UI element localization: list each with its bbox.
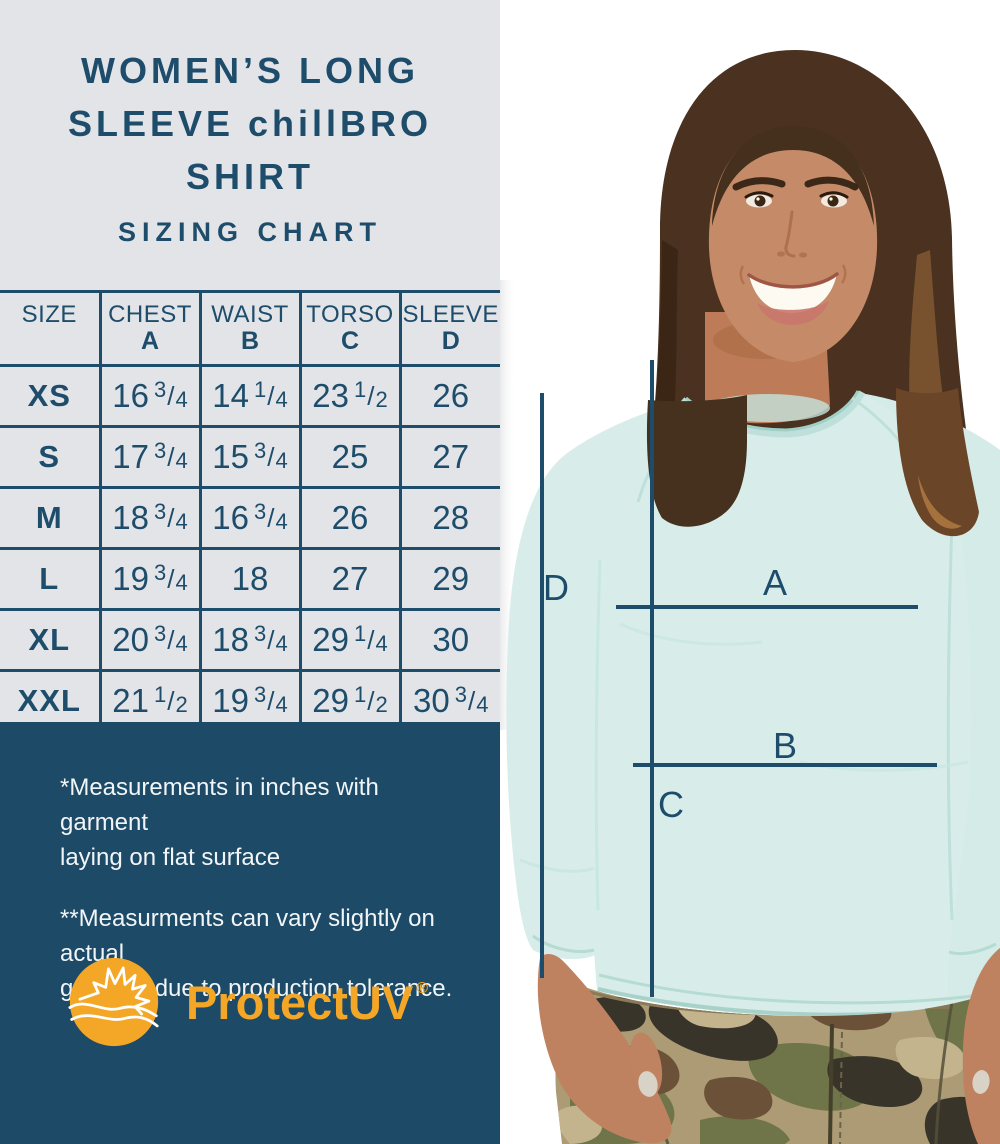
measurement-cell: 26 (398, 364, 502, 428)
size-row: M 18 3/4 16 3/4 26 28 (0, 486, 502, 550)
measurement-cell: 28 (398, 486, 502, 550)
info-panel: WOMEN’S LONG SLEEVE chillBRO SHIRT SIZING … (0, 0, 502, 1144)
column-header: WAIST B (198, 291, 302, 367)
measurement-cell: 27 (298, 547, 402, 611)
sleeve-measure-line (540, 393, 544, 978)
column-header: TORSO C (298, 291, 402, 367)
size-row: XS 16 3/4 14 1/4 23 1/2 26 (0, 364, 502, 428)
measurement-cell: 29 1/4 (298, 608, 402, 672)
waist-measure-label: B (772, 725, 797, 766)
protectuv-sun-icon (68, 957, 159, 1047)
chest-measure-line (616, 605, 918, 609)
measurement-note: *Measurements in inches with garment layi… (60, 722, 470, 875)
measurement-cell: 18 3/4 (198, 608, 302, 672)
brand-logo: ProtectUV ® (68, 956, 428, 1048)
measurement-cell: 30 (398, 608, 502, 672)
header-row: SIZE CHEST A WAIST B TORSO C SLEEVE D (0, 291, 502, 367)
nose (784, 210, 796, 258)
size-row: L 19 3/4 18 27 29 (0, 547, 502, 611)
hair-locks (646, 388, 979, 537)
text-line: laying on flat surface (60, 844, 281, 871)
measurement-cell: 29 (398, 547, 502, 611)
measurement-cell: 17 3/4 (98, 425, 202, 489)
title-block: WOMEN’S LONG SLEEVE chillBRO SHIRT SIZING … (0, 0, 500, 248)
text-line: WOMEN’S LONG (81, 50, 419, 91)
size-label-cell: XL (0, 608, 102, 672)
measurement-cell: 14 1/4 (198, 364, 302, 428)
text-line: SHIRT (186, 156, 314, 197)
face (705, 126, 878, 424)
sizing-table-body: XS 16 3/4 14 1/4 23 1/2 26 S 17 3/4 15 3/4 25 27 M 18 3/4… (0, 364, 502, 732)
hands (537, 948, 1000, 1144)
measurement-cell: 25 (298, 425, 402, 489)
left-hand (537, 954, 672, 1144)
size-row: S 17 3/4 15 3/4 25 27 (0, 425, 502, 489)
column-header: CHEST A (98, 291, 202, 367)
sizing-table-wrap: SIZE CHEST A WAIST B TORSO C SLEEVE D XS 16 3/4 14… (0, 290, 502, 732)
smile (749, 274, 837, 313)
chest-measure-label: A (762, 562, 787, 603)
size-label-cell: S (0, 425, 102, 489)
text-line: SLEEVE chillBRO (67, 103, 433, 144)
size-row: XL 20 3/4 18 3/4 29 1/4 30 (0, 608, 502, 672)
torso-measure-label: C (658, 784, 684, 825)
measurement-cell: 26 (298, 486, 402, 550)
column-header: SLEEVE D (398, 291, 502, 367)
right-hand (962, 948, 1000, 1144)
measurement-cell: 19 3/4 (98, 547, 202, 611)
measurement-cell: 18 3/4 (98, 486, 202, 550)
size-label-cell: M (0, 486, 102, 550)
thumb-nail-right (972, 1070, 990, 1094)
measurement-cell: 19 3/4 (198, 669, 302, 732)
model-photo-illustration (500, 0, 1000, 1144)
page-title: WOMEN’S LONG SLEEVE chillBRO SHIRT (0, 44, 500, 203)
size-label-cell: XS (0, 364, 102, 428)
eyebrow-left (732, 177, 786, 191)
page-subtitle: SIZING CHART (118, 217, 382, 247)
size-label-cell: L (0, 547, 102, 611)
text-line: *Measurements in inches with garment (60, 774, 379, 836)
brand-name: ProtectUV ® (186, 975, 429, 1029)
measurement-cell: 20 3/4 (98, 608, 202, 672)
thumb-nail-left (638, 1071, 658, 1097)
measurement-cell: 23 1/2 (298, 364, 402, 428)
waist-measure-line (633, 763, 937, 767)
text-line: **Measurments can vary slightly on actua… (60, 905, 435, 967)
size-label-cell: XXL (0, 669, 102, 732)
measurement-cell: 16 3/4 (198, 486, 302, 550)
model-photo-panel: A B C D (500, 0, 1000, 1144)
registered-mark: ® (416, 979, 429, 997)
sizing-table: SIZE CHEST A WAIST B TORSO C SLEEVE D XS 16 3/4 14… (0, 291, 502, 732)
measurement-cell: 18 (198, 547, 302, 611)
eyebrow-right (804, 176, 859, 191)
torso-measure-line (650, 360, 654, 997)
measurement-cell: 21 1/2 (98, 669, 202, 732)
measurement-cell: 16 3/4 (98, 364, 202, 428)
size-row: XXL 21 1/2 19 3/4 29 1/2 30 3/4 (0, 669, 502, 732)
measurement-cell: 27 (398, 425, 502, 489)
column-header: SIZE (0, 291, 102, 367)
sleeve-measure-label: D (543, 567, 569, 608)
measurement-cell: 15 3/4 (198, 425, 302, 489)
sizing-table-head: SIZE CHEST A WAIST B TORSO C SLEEVE D (0, 291, 502, 367)
footer-panel: *Measurements in inches with garment layi… (0, 722, 500, 1144)
